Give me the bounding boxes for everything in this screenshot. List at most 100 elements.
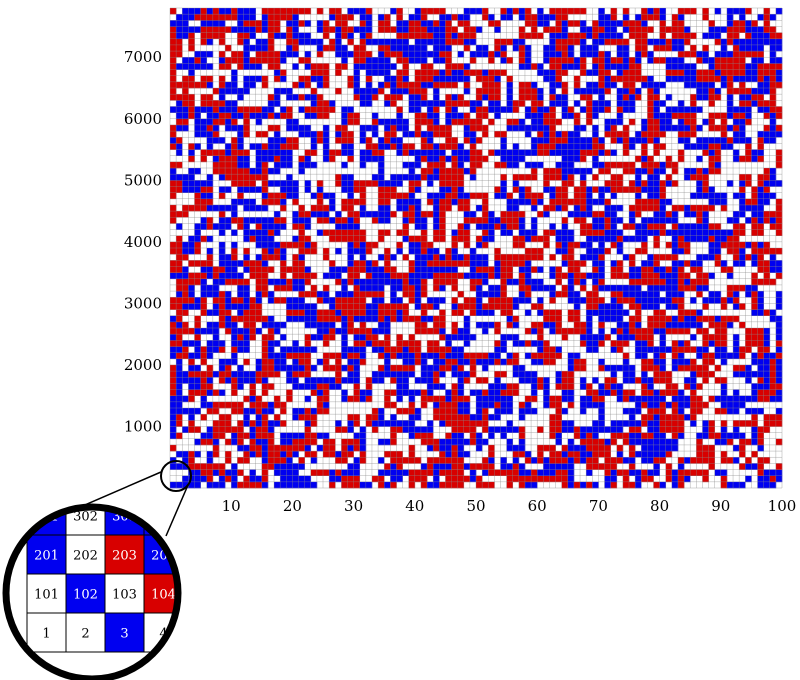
heatmap-cell-blue [641,124,648,132]
heatmap-cell-red [316,383,324,390]
heatmap-cell-blue [463,155,471,163]
heatmap-cell-red [671,254,679,261]
heatmap-cell-red [243,131,250,138]
heatmap-cell-red [659,180,667,187]
heatmap-cell-red [194,204,201,212]
heatmap-cell-red [365,51,373,58]
heatmap-cell-blue [769,124,777,132]
heatmap-cell-blue [494,112,501,120]
heatmap-cell-blue [629,414,636,421]
heatmap-cell-blue [249,26,256,33]
heatmap-cell-red [212,389,220,396]
heatmap-cell-blue [225,124,232,132]
heatmap-cell-red [445,168,452,175]
heatmap-cell-blue [561,143,569,150]
heatmap-cell-red [457,223,465,230]
heatmap-cell-blue [543,106,550,113]
heatmap-cell-blue [500,432,507,440]
heatmap-cell-red [702,44,709,52]
heatmap-cell-red [243,315,250,323]
heatmap-cell-blue [280,51,287,58]
heatmap-cell-blue [402,131,409,138]
heatmap-cell-blue [665,94,673,101]
heatmap-cell-red [733,364,740,372]
heatmap-cell-blue [408,131,416,138]
heatmap-cell-red [739,63,746,70]
heatmap-cell-blue [329,475,336,483]
heatmap-cell-blue [537,106,544,113]
heatmap-cell-red [359,57,367,64]
heatmap-cell-blue [671,106,679,113]
heatmap-cell-blue [310,346,318,353]
heatmap-cell-red [396,192,403,200]
heatmap-cell-blue [218,94,226,101]
heatmap-cell-red [243,395,250,403]
heatmap-cell-blue [182,106,189,113]
heatmap-cell-red [445,248,452,255]
heatmap-cell-red [353,229,361,236]
heatmap-cell-red [696,315,703,323]
heatmap-cell-red [739,81,746,89]
heatmap-cell-blue [433,174,440,181]
heatmap-cell-blue [206,389,214,396]
heatmap-cell-blue [255,204,263,212]
heatmap-cell-blue [641,377,648,384]
heatmap-cell-red [629,451,636,458]
heatmap-cell-blue [586,192,593,200]
heatmap-cell-red [702,451,709,458]
heatmap-cell-blue [371,278,379,286]
heatmap-cell-blue [176,20,183,27]
heatmap-cell-blue [182,451,189,458]
heatmap-cell-blue [653,395,660,403]
heatmap-cell-blue [414,254,422,261]
heatmap-cell-blue [524,260,532,267]
heatmap-cell-blue [378,174,385,181]
heatmap-cell-red [304,235,312,243]
heatmap-cell-red [684,272,691,280]
heatmap-cell-blue [243,51,250,58]
heatmap-cell-blue [598,137,605,144]
heatmap-cell-red [433,260,440,267]
heatmap-cell-blue [641,168,648,175]
heatmap-cell-blue [524,408,532,415]
heatmap-cell-red [206,371,214,378]
heatmap-cell-red [610,463,618,470]
heatmap-cell-blue [396,20,403,27]
heatmap-cell-red [371,143,379,150]
heatmap-cell-blue [347,180,354,187]
heatmap-cell-blue [323,291,330,298]
heatmap-cell-red [561,469,569,476]
heatmap-cell-red [690,309,697,316]
heatmap-cell-blue [396,315,403,323]
heatmap-cell-blue [267,168,275,175]
heatmap-cell-red [622,38,630,46]
heatmap-cell-red [445,457,452,464]
heatmap-cell-red [451,297,458,304]
heatmap-cell-blue [365,303,373,310]
heatmap-cell-blue [726,124,734,132]
heatmap-cell-red [420,137,428,144]
heatmap-cell-red [194,389,201,396]
heatmap-cell-red [188,463,195,470]
heatmap-cell-blue [726,395,734,403]
heatmap-cell-blue [769,481,777,489]
heatmap-cell-red [420,88,428,95]
heatmap-cell-red [647,112,654,120]
heatmap-cell-blue [255,63,263,70]
heatmap-cell-blue [635,469,642,476]
heatmap-cell-blue [286,51,293,58]
heatmap-cell-red [751,192,758,200]
heatmap-cell-blue [218,174,226,181]
heatmap-cell-blue [414,174,422,181]
heatmap-cell-blue [170,408,177,415]
heatmap-cell-blue [212,371,220,378]
heatmap-cell-blue [573,57,581,64]
heatmap-cell-red [653,124,660,132]
heatmap-cell-blue [200,63,208,70]
heatmap-cell-red [176,118,183,126]
heatmap-cell-blue [647,284,654,292]
heatmap-cell-red [353,297,361,304]
heatmap-cell-blue [274,211,281,218]
heatmap-cell-blue [598,94,605,101]
heatmap-cell-red [659,408,667,415]
